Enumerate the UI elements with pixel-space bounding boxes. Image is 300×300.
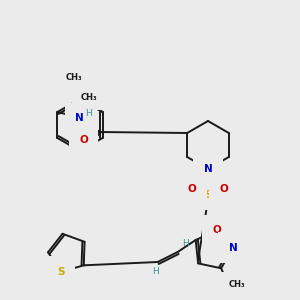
Text: O: O bbox=[188, 184, 196, 194]
Text: H: H bbox=[85, 109, 92, 118]
Text: S: S bbox=[57, 267, 65, 277]
Text: O: O bbox=[213, 225, 221, 236]
Text: H: H bbox=[152, 266, 159, 275]
Text: H: H bbox=[182, 238, 189, 247]
Text: N: N bbox=[204, 164, 212, 174]
Text: CH₃: CH₃ bbox=[228, 280, 245, 289]
Text: S: S bbox=[204, 190, 212, 200]
Text: O: O bbox=[220, 184, 228, 194]
Text: N: N bbox=[229, 243, 237, 253]
Text: CH₃: CH₃ bbox=[80, 92, 97, 101]
Text: CH₃: CH₃ bbox=[66, 73, 82, 82]
Text: O: O bbox=[79, 135, 88, 145]
Text: N: N bbox=[75, 113, 84, 123]
